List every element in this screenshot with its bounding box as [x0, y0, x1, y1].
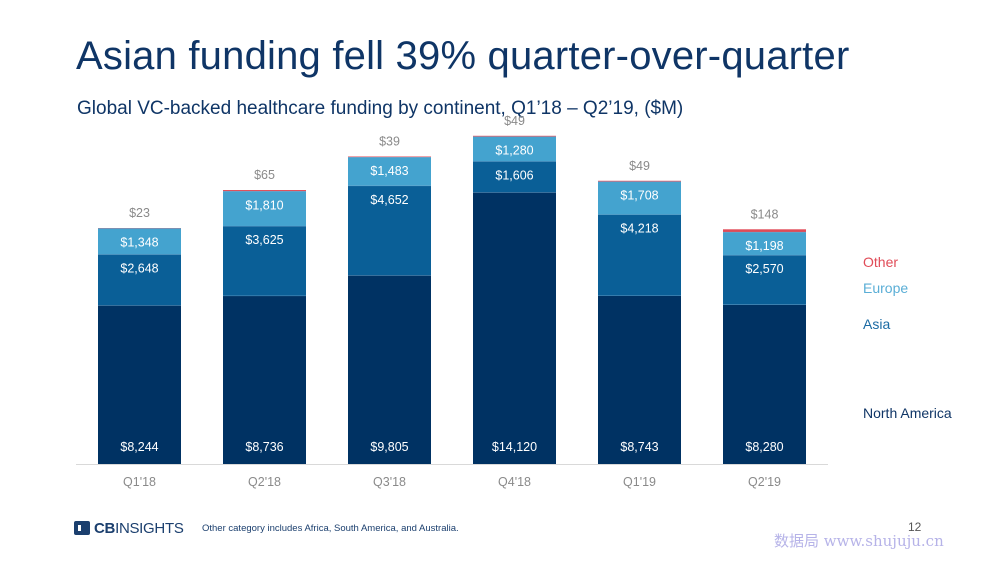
- bar-other-4: [473, 135, 556, 137]
- data-label-asia-2: $3,625: [245, 233, 283, 247]
- data-label-europe-4: $1,280: [495, 144, 533, 158]
- legend-item-europe: Europe: [863, 280, 909, 296]
- bar-north-america-4: [473, 192, 556, 464]
- data-label-other-1: $23: [129, 206, 150, 220]
- bar-other-5: [598, 180, 681, 182]
- bar-asia-5: [598, 214, 681, 296]
- legend-item-north-america: North America: [863, 405, 952, 421]
- bar-europe-5: [598, 181, 681, 215]
- data-label-europe-6: $1,198: [745, 239, 783, 253]
- data-label-asia-5: $4,218: [620, 222, 658, 236]
- x-tick-label: Q4'18: [498, 475, 531, 489]
- bar-asia-2: [223, 226, 306, 296]
- page-number: 12: [908, 520, 922, 534]
- bar-north-america-3: [348, 275, 431, 464]
- legend-item-asia: Asia: [863, 316, 891, 332]
- cb-insights-logo: CBINSIGHTS: [74, 519, 184, 537]
- chart-subtitle: Global VC-backed healthcare funding by c…: [77, 98, 684, 119]
- data-label-north-america-5: $8,743: [620, 440, 658, 454]
- data-label-north-america-4: $14,120: [492, 440, 537, 454]
- bar-north-america-6: [723, 304, 806, 464]
- data-label-other-2: $65: [254, 168, 275, 182]
- bar-asia-4: [473, 161, 556, 193]
- data-label-europe-3: $1,483: [370, 164, 408, 178]
- x-tick-label: Q1'19: [623, 475, 656, 489]
- data-label-other-6: $148: [751, 207, 779, 221]
- bar-europe-2: [223, 191, 306, 227]
- data-label-asia-1: $2,648: [120, 261, 158, 275]
- data-label-europe-1: $1,348: [120, 235, 158, 249]
- bar-europe-6: [723, 232, 806, 256]
- x-tick-label: Q1'18: [123, 475, 156, 489]
- data-label-europe-5: $1,708: [620, 189, 658, 203]
- x-tick-label: Q2'18: [248, 475, 281, 489]
- bar-asia-6: [723, 255, 806, 305]
- data-label-other-4: $49: [504, 114, 525, 128]
- data-label-other-3: $39: [379, 134, 400, 148]
- bar-other-6: [723, 229, 806, 233]
- data-label-north-america-3: $9,805: [370, 440, 408, 454]
- page-title: Asian funding fell 39% quarter-over-quar…: [76, 34, 850, 78]
- legend-item-other: Other: [863, 254, 899, 270]
- bar-asia-1: [98, 254, 181, 306]
- data-label-asia-6: $2,570: [745, 262, 783, 276]
- logo-text: CBINSIGHTS: [94, 520, 184, 537]
- bar-asia-3: [348, 185, 431, 276]
- bar-north-america-5: [598, 295, 681, 464]
- data-label-asia-4: $1,606: [495, 168, 533, 182]
- x-tick-label: Q2'19: [748, 475, 781, 489]
- data-label-other-5: $49: [629, 159, 650, 173]
- data-label-north-america-6: $8,280: [745, 440, 783, 454]
- footnote: Other category includes Africa, South Am…: [202, 523, 459, 534]
- bar-north-america-1: [98, 305, 181, 464]
- logo-text-thin: INSIGHTS: [115, 519, 184, 537]
- bar-europe-3: [348, 157, 431, 186]
- bar-europe-4: [473, 136, 556, 162]
- x-tick-label: Q3'18: [373, 475, 406, 489]
- cb-logo-icon: [74, 521, 90, 535]
- bar-other-2: [223, 190, 306, 192]
- data-label-asia-3: $4,652: [370, 193, 408, 207]
- watermark: 数据局 www.shujuju.cn: [774, 532, 944, 550]
- logo-text-bold: CB: [94, 519, 116, 537]
- bar-other-3: [348, 156, 431, 158]
- bar-north-america-2: [223, 295, 306, 464]
- data-label-north-america-2: $8,736: [245, 440, 283, 454]
- data-label-europe-2: $1,810: [245, 198, 283, 212]
- bar-europe-1: [98, 228, 181, 255]
- data-label-north-america-1: $8,244: [120, 440, 158, 454]
